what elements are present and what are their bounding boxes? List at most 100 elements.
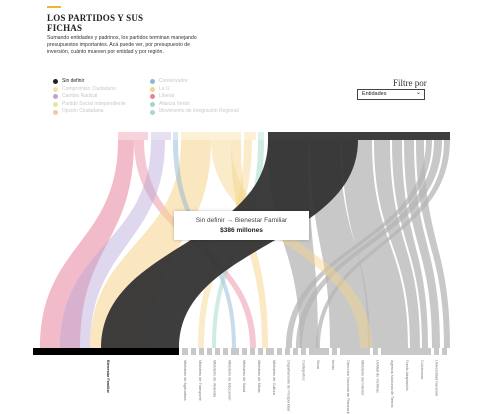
entity-node[interactable] bbox=[434, 348, 439, 355]
legend-item[interactable]: Partido Social Independiente bbox=[53, 101, 126, 109]
legend-item[interactable]: Opción Ciudadana bbox=[53, 108, 126, 116]
entity-node[interactable] bbox=[215, 348, 220, 355]
legend-dot-icon bbox=[150, 102, 155, 108]
entity-node[interactable] bbox=[266, 348, 274, 355]
entity-node[interactable] bbox=[250, 348, 255, 355]
entity-label: Dirección Nacional de Planeación bbox=[346, 360, 350, 414]
legend-item[interactable]: Compromiso Ciudadano bbox=[53, 86, 126, 94]
entity-label: Ministerio de Salud bbox=[242, 360, 246, 392]
entity-node[interactable] bbox=[242, 348, 247, 355]
legend-dot-icon bbox=[150, 79, 155, 85]
party-node[interactable] bbox=[151, 132, 171, 140]
legend-dot-icon bbox=[53, 109, 58, 115]
tooltip-flow: Sin definir → Bienestar Familiar bbox=[195, 217, 288, 224]
legend-item[interactable]: Sin definir bbox=[53, 78, 126, 86]
flow-tooltip: Sin definir → Bienestar Familiar $386 mi… bbox=[174, 211, 309, 240]
legend-label: Sin definir bbox=[62, 78, 85, 84]
entity-node[interactable] bbox=[33, 348, 179, 355]
entity-node[interactable] bbox=[231, 348, 239, 355]
flow-band[interactable] bbox=[101, 140, 358, 348]
party-node[interactable] bbox=[268, 132, 450, 140]
legend-dot-icon bbox=[53, 86, 58, 92]
flow-band[interactable] bbox=[296, 140, 442, 348]
entity-node[interactable] bbox=[277, 348, 282, 355]
entity-label: Fondo Adaptación bbox=[405, 360, 409, 391]
entity-label: Ministerio de Agricultura bbox=[183, 360, 187, 401]
accent-bar bbox=[47, 6, 61, 8]
tooltip-amount: $386 millones bbox=[220, 227, 263, 234]
chevron-down-icon: ⌄ bbox=[415, 90, 421, 96]
party-node[interactable] bbox=[244, 132, 256, 140]
legend-dot-icon bbox=[150, 86, 155, 92]
entity-label: Sena bbox=[316, 360, 320, 370]
intro-text: Sumando entidades y padrinos, los partid… bbox=[47, 35, 197, 55]
filter-label: Filtre por bbox=[393, 78, 427, 88]
entity-node[interactable] bbox=[285, 348, 290, 355]
filter-select[interactable]: Entidades ⌄ bbox=[357, 89, 425, 100]
flow-band[interactable] bbox=[60, 140, 165, 348]
legend-label: Opción Ciudadana bbox=[62, 108, 104, 115]
legend-label: Cambio Radical bbox=[62, 93, 98, 100]
entity-label: Coldeportes bbox=[301, 360, 305, 381]
page-title: LOS PARTIDOS Y SUS FICHAS bbox=[47, 13, 144, 33]
legend-item[interactable]: Conservador bbox=[150, 78, 239, 86]
entity-label: Invías bbox=[331, 360, 335, 370]
entity-label: Ministerio de Educación bbox=[227, 360, 231, 400]
entity-node[interactable] bbox=[258, 348, 263, 355]
entity-node[interactable] bbox=[373, 348, 378, 355]
entity-node[interactable] bbox=[301, 348, 306, 355]
entity-node[interactable] bbox=[340, 348, 370, 355]
entity-node[interactable] bbox=[293, 348, 298, 355]
legend-dot-icon bbox=[53, 102, 58, 108]
legend-item[interactable]: Cambio Radical bbox=[53, 93, 126, 101]
entity-node[interactable] bbox=[381, 348, 431, 355]
legend-label: Compromiso Ciudadano bbox=[62, 85, 116, 92]
entity-node[interactable] bbox=[207, 348, 212, 355]
entity-node[interactable] bbox=[199, 348, 204, 355]
entity-node[interactable] bbox=[442, 348, 447, 355]
legend-dot-icon bbox=[53, 79, 58, 85]
legend-dot-icon bbox=[53, 94, 58, 100]
entity-label: Ministerio de Minas bbox=[257, 360, 261, 393]
entity-label: Ministerio de Transporte bbox=[198, 360, 202, 401]
entity-node[interactable] bbox=[309, 348, 329, 355]
legend-item[interactable]: Liberal bbox=[150, 93, 239, 101]
legend-label: Conservador bbox=[159, 78, 188, 84]
flow-band[interactable] bbox=[286, 140, 432, 348]
entity-node[interactable] bbox=[223, 348, 228, 355]
entity-label: Bienestar Familiar bbox=[106, 360, 110, 393]
entity-label: Ministerio de Vivienda bbox=[213, 360, 217, 398]
party-node[interactable] bbox=[181, 132, 241, 140]
entity-node[interactable] bbox=[182, 348, 188, 355]
legend-item[interactable]: La U bbox=[150, 86, 239, 94]
legend-item[interactable]: Alianza Verde bbox=[150, 101, 239, 109]
entity-label: Departamento de Prosperidad bbox=[287, 360, 291, 411]
legend-label: Partido Social Independiente bbox=[62, 100, 126, 107]
flow-band[interactable] bbox=[374, 140, 420, 348]
legend-label: Alianza Verde bbox=[159, 100, 190, 107]
legend-label: Movimiento de Integración Regional bbox=[159, 108, 239, 115]
legend-dot-icon bbox=[150, 94, 155, 100]
entity-label: Agencia Nacional de Tierras bbox=[390, 360, 394, 408]
entity-label: Universidad Nacional bbox=[435, 360, 439, 396]
flow-band[interactable] bbox=[342, 140, 408, 348]
entity-label: Ministerio de Cultura bbox=[272, 360, 276, 396]
flow-band[interactable] bbox=[392, 140, 428, 348]
party-node[interactable] bbox=[173, 132, 178, 140]
filter-selected-value: Entidades bbox=[362, 91, 387, 97]
entity-label: Unidad de Víctimas bbox=[375, 360, 379, 393]
party-node[interactable] bbox=[258, 132, 264, 140]
flow-band[interactable] bbox=[211, 140, 372, 348]
party-node[interactable] bbox=[118, 132, 148, 140]
entity-node[interactable] bbox=[191, 348, 196, 355]
legend-label: Liberal bbox=[159, 93, 175, 100]
legend-dot-icon bbox=[150, 109, 155, 115]
legend-label: La U bbox=[159, 85, 170, 92]
flow-band[interactable] bbox=[316, 140, 450, 348]
legend-item[interactable]: Movimiento de Integración Regional bbox=[150, 108, 239, 116]
entity-node[interactable] bbox=[332, 348, 337, 355]
flow-band[interactable] bbox=[40, 140, 134, 348]
entity-label: Colciencias bbox=[420, 360, 424, 380]
entity-label: Ministerio del Interior bbox=[361, 360, 365, 396]
